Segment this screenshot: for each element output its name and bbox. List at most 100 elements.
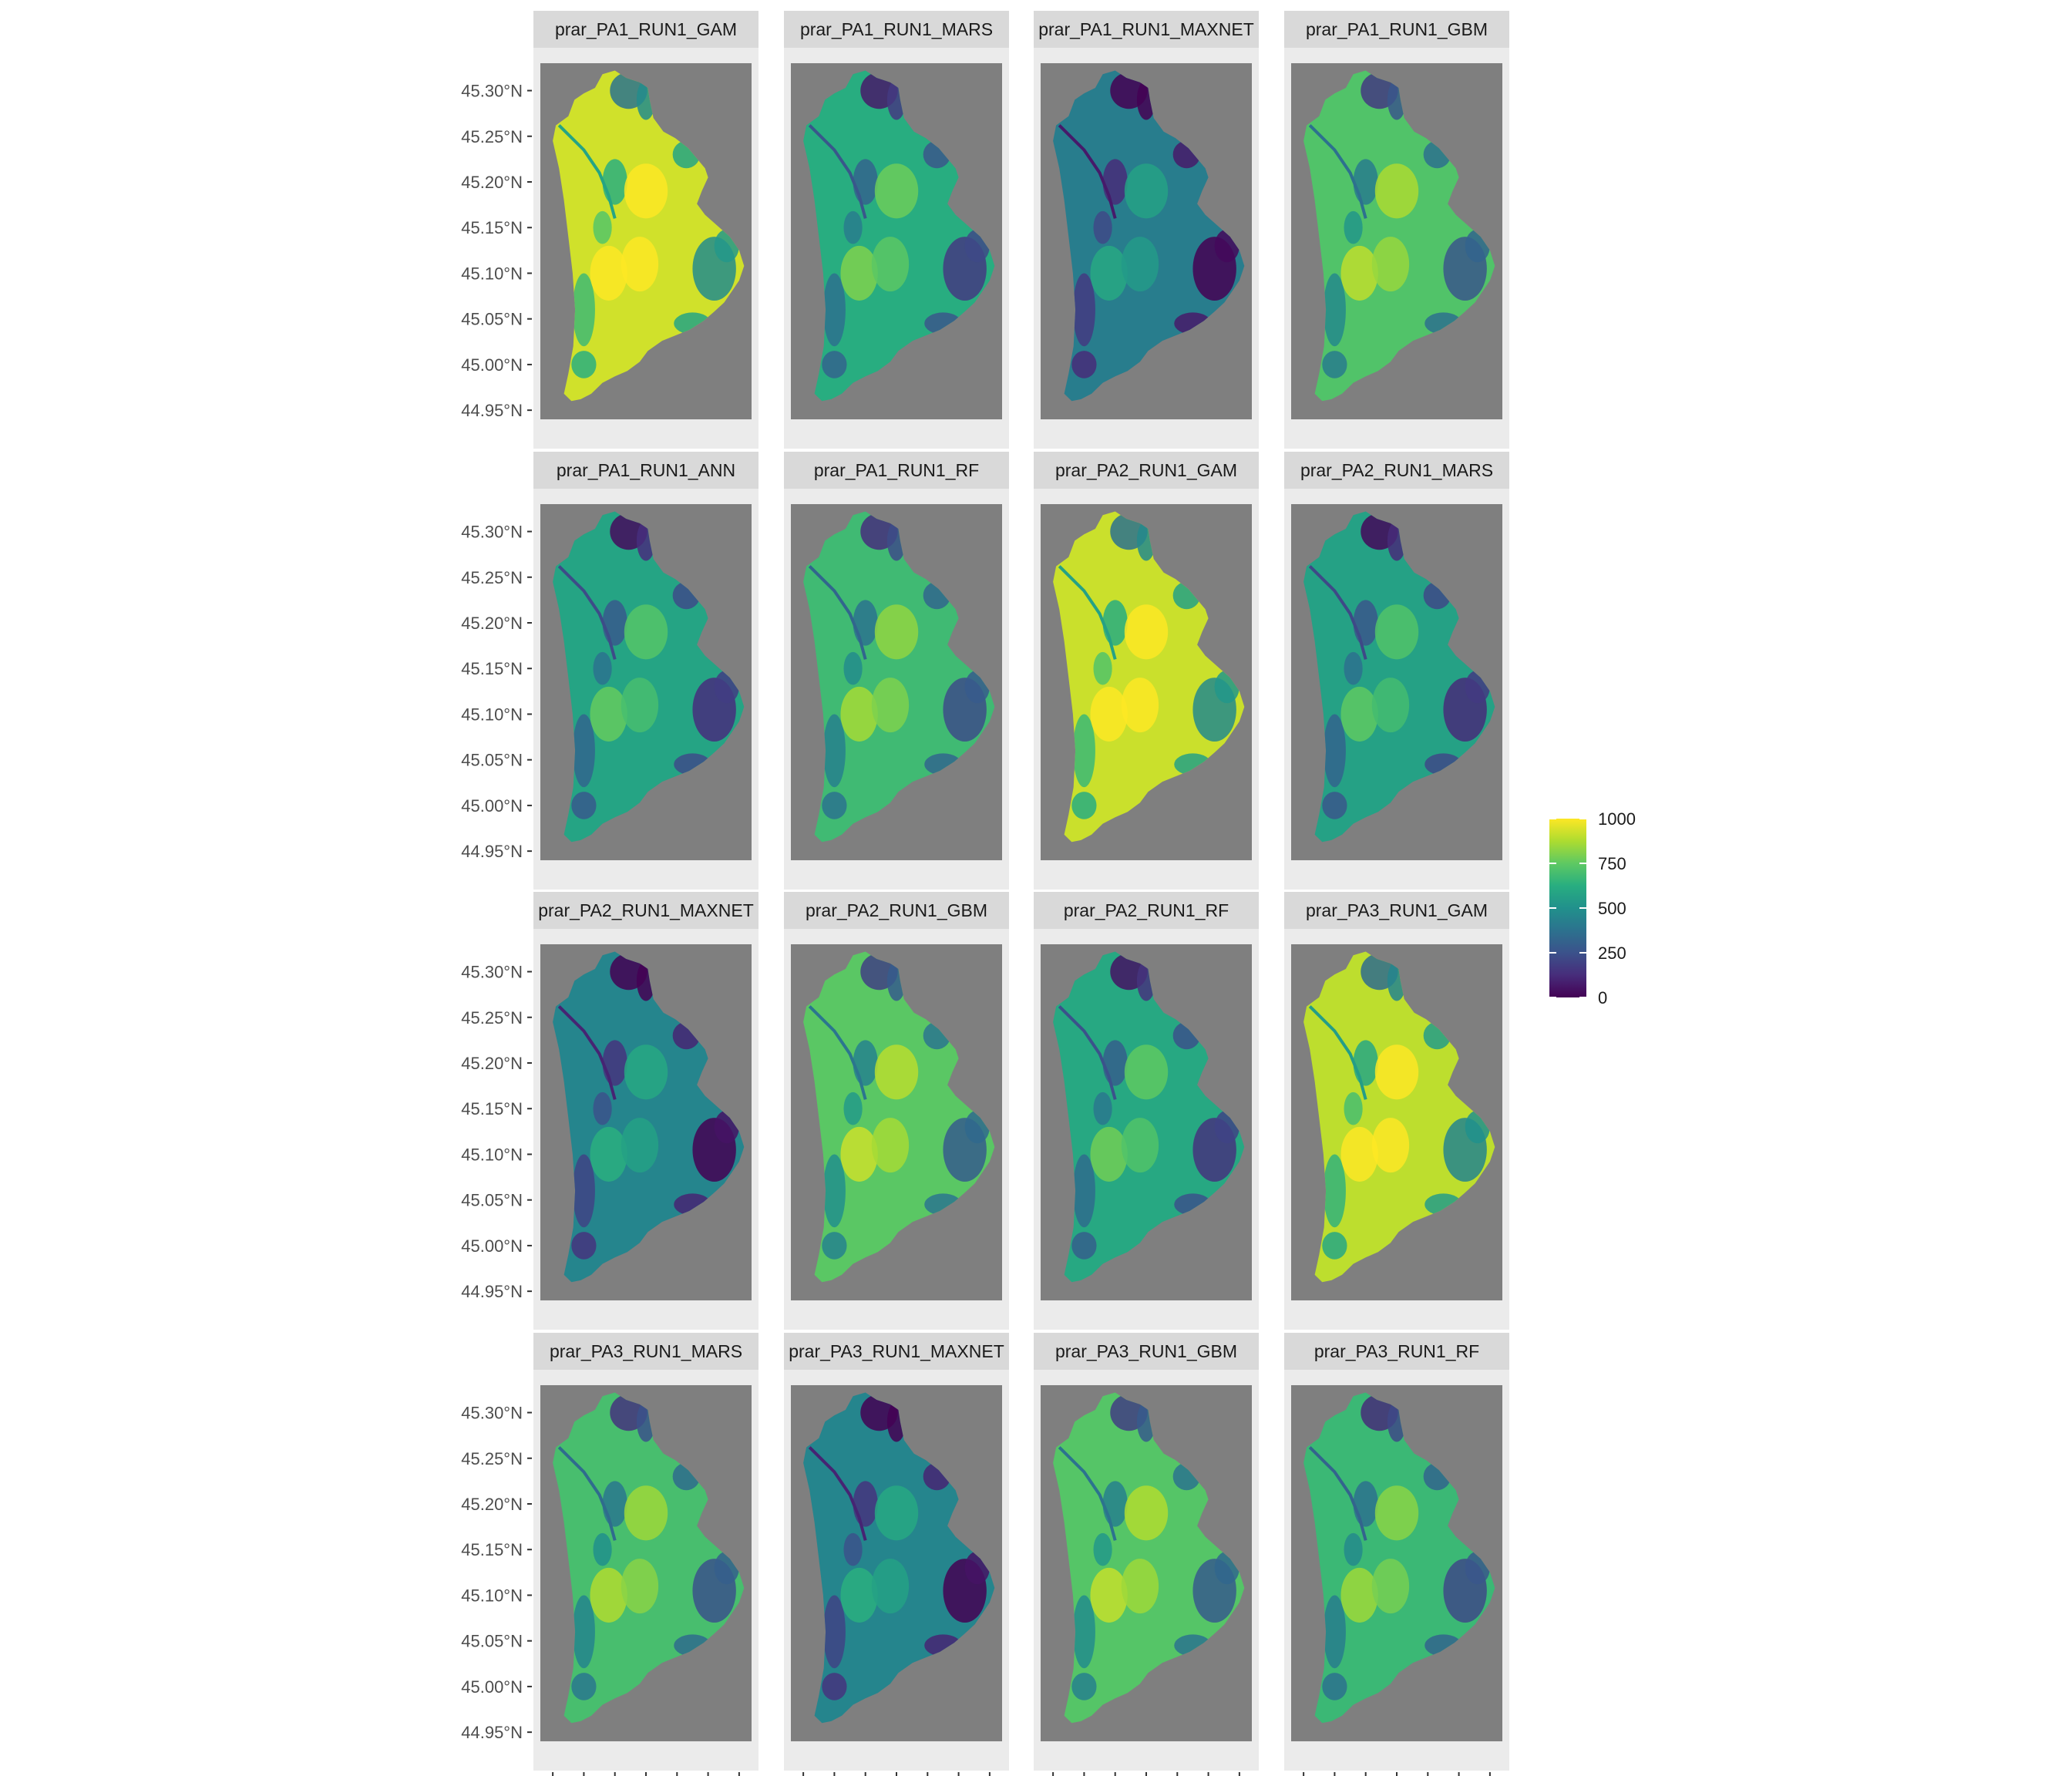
raster-patch — [853, 1481, 878, 1527]
y-tick-label: 45.15°N — [461, 218, 523, 237]
y-tick-label: 45.00°N — [461, 1677, 523, 1697]
y-tick-label: 45.30°N — [461, 523, 523, 542]
river-line — [1058, 1005, 1117, 1100]
y-tick-label: 45.30°N — [461, 82, 523, 101]
y-tick-label: 45.10°N — [461, 1586, 523, 1605]
raster-patch — [571, 1673, 597, 1700]
raster-patch — [1072, 1595, 1095, 1669]
raster-patch — [1374, 604, 1419, 660]
facet-strip — [1284, 452, 1509, 489]
facet-title: prar_PA3_RUN1_GBM — [1055, 1341, 1237, 1361]
river-line — [557, 124, 617, 219]
facet-title: prar_PA1_RUN1_GAM — [555, 19, 737, 39]
facet-panel: prar_PA3_RUN1_GAM — [1284, 892, 1509, 1330]
raster-patch — [1102, 159, 1128, 205]
facet-strip — [1284, 892, 1509, 929]
facet-strip — [533, 452, 758, 489]
y-tick-label: 45.25°N — [461, 1008, 523, 1028]
raster-patch — [572, 273, 595, 347]
y-tick-label: 45.05°N — [461, 310, 523, 329]
raster-patch — [1353, 1481, 1378, 1527]
facet-title: prar_PA2_RUN1_MAXNET — [538, 900, 754, 920]
raster-patch — [1353, 600, 1378, 646]
raster-patch — [1344, 1532, 1363, 1566]
raster-detail — [1058, 1394, 1240, 1700]
raster-patch — [1124, 1485, 1169, 1541]
raster-patch — [1121, 1559, 1159, 1614]
raster-patch — [822, 1232, 847, 1260]
raster-patch — [1344, 210, 1363, 244]
raster-patch — [1374, 163, 1419, 219]
raster-patch — [822, 792, 847, 819]
facet-title: prar_PA2_RUN1_MARS — [1300, 460, 1493, 480]
raster-patch — [1371, 1118, 1410, 1173]
facet-strip — [1034, 892, 1259, 929]
facet-panel: prar_PA2_RUN1_GBM — [784, 892, 1009, 1330]
raster-patch — [1124, 163, 1169, 219]
raster-patch — [822, 273, 846, 347]
y-tick-label: 45.10°N — [461, 264, 523, 283]
raster-detail — [1058, 953, 1240, 1260]
facet-panel: prar_PA3_RUN1_MAXNET5.55°E5.60°E5.65°E5.… — [784, 1333, 1009, 1776]
raster-patch — [1093, 1532, 1112, 1566]
colorbar-label: 0 — [1598, 988, 1607, 1007]
raster-detail — [557, 513, 739, 819]
raster-patch — [1340, 1567, 1378, 1623]
raster-patch — [1344, 651, 1363, 685]
raster-patch — [874, 163, 919, 219]
facet-title: prar_PA1_RUN1_MARS — [800, 19, 993, 39]
facet-panel: prar_PA2_RUN1_MAXNET 45.30°N 45.25°N 45.20°… — [461, 892, 758, 1330]
colorbar-label: 500 — [1598, 899, 1626, 918]
raster-patch — [853, 159, 878, 205]
raster-patch — [1090, 1567, 1128, 1623]
raster-patch — [853, 1040, 878, 1086]
raster-patch — [590, 1126, 627, 1182]
raster-patch — [871, 237, 910, 292]
y-tick-label: 45.20°N — [461, 614, 523, 633]
raster-patch — [1121, 678, 1159, 733]
raster-patch — [843, 1532, 863, 1566]
raster-patch — [602, 1040, 627, 1086]
facet-strip — [1284, 11, 1509, 48]
facet-title: prar_PA1_RUN1_MAXNET — [1038, 19, 1254, 39]
raster-patch — [843, 651, 863, 685]
facet-panel: prar_PA2_RUN1_RF — [1034, 892, 1259, 1330]
raster-patch — [621, 678, 659, 733]
raster-patch — [1093, 1092, 1112, 1125]
y-tick-label: 45.05°N — [461, 1191, 523, 1210]
facet-title: prar_PA3_RUN1_MAXNET — [789, 1341, 1004, 1361]
colorbar-label: 1000 — [1598, 809, 1636, 829]
facet-strip — [784, 1333, 1009, 1370]
raster-patch — [840, 245, 878, 301]
river-line — [1058, 124, 1117, 219]
y-tick-label: 45.25°N — [461, 1449, 523, 1468]
raster-detail — [808, 1394, 990, 1700]
y-tick-label: 44.95°N — [461, 842, 523, 861]
raster-patch — [1124, 1044, 1169, 1100]
raster-patch — [822, 1673, 847, 1700]
raster-patch — [1102, 600, 1128, 646]
raster-patch — [1093, 651, 1112, 685]
raster-patch — [840, 1126, 878, 1182]
facet-title: prar_PA1_RUN1_ANN — [557, 460, 735, 480]
raster-patch — [1102, 1040, 1128, 1086]
river-line — [1308, 1446, 1367, 1541]
raster-patch — [1344, 1092, 1363, 1125]
river-line — [1308, 565, 1367, 660]
y-tick-label: 44.95°N — [461, 1723, 523, 1742]
raster-patch — [840, 1567, 878, 1623]
y-tick-label: 45.15°N — [461, 659, 523, 678]
raster-patch — [621, 1118, 659, 1173]
raster-detail — [808, 72, 990, 378]
river-line — [557, 1446, 617, 1541]
raster-patch — [1090, 1126, 1128, 1182]
river-line — [557, 565, 617, 660]
raster-patch — [1121, 1118, 1159, 1173]
raster-patch — [1353, 1040, 1378, 1086]
raster-patch — [1072, 273, 1095, 347]
river-line — [557, 1005, 617, 1100]
raster-patch — [822, 1595, 846, 1669]
raster-patch — [1121, 237, 1159, 292]
facet-strip — [784, 452, 1009, 489]
raster-patch — [874, 604, 919, 660]
